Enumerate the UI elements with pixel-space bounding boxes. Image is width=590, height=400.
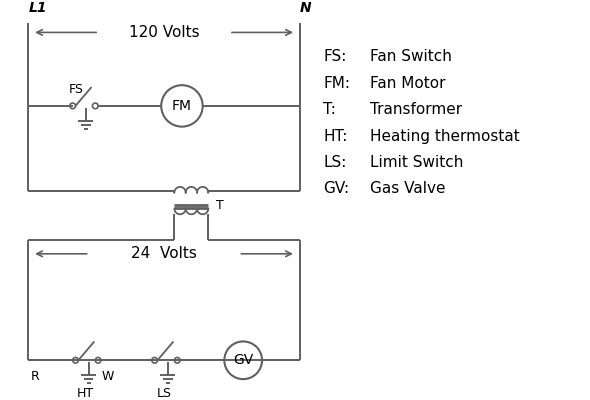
Text: T: T [216,199,224,212]
Text: L1: L1 [28,0,47,14]
Text: FS: FS [69,84,84,96]
Text: GV: GV [233,353,253,367]
Text: FM: FM [172,99,192,113]
Text: Fan Switch: Fan Switch [371,50,453,64]
Text: Fan Motor: Fan Motor [371,76,446,91]
Text: LS: LS [156,387,172,400]
Text: Gas Valve: Gas Valve [371,181,446,196]
Text: 24  Volts: 24 Volts [131,246,197,261]
Text: 120 Volts: 120 Volts [129,25,199,40]
Text: Heating thermostat: Heating thermostat [371,128,520,144]
Text: FM:: FM: [323,76,350,91]
Text: W: W [102,370,114,383]
Text: T:: T: [323,102,336,117]
Text: N: N [300,0,312,14]
Text: HT: HT [76,387,93,400]
Text: HT:: HT: [323,128,348,144]
Text: Transformer: Transformer [371,102,463,117]
Text: GV:: GV: [323,181,349,196]
Text: Limit Switch: Limit Switch [371,155,464,170]
Text: LS:: LS: [323,155,347,170]
Text: R: R [30,370,39,383]
Text: FS:: FS: [323,50,347,64]
